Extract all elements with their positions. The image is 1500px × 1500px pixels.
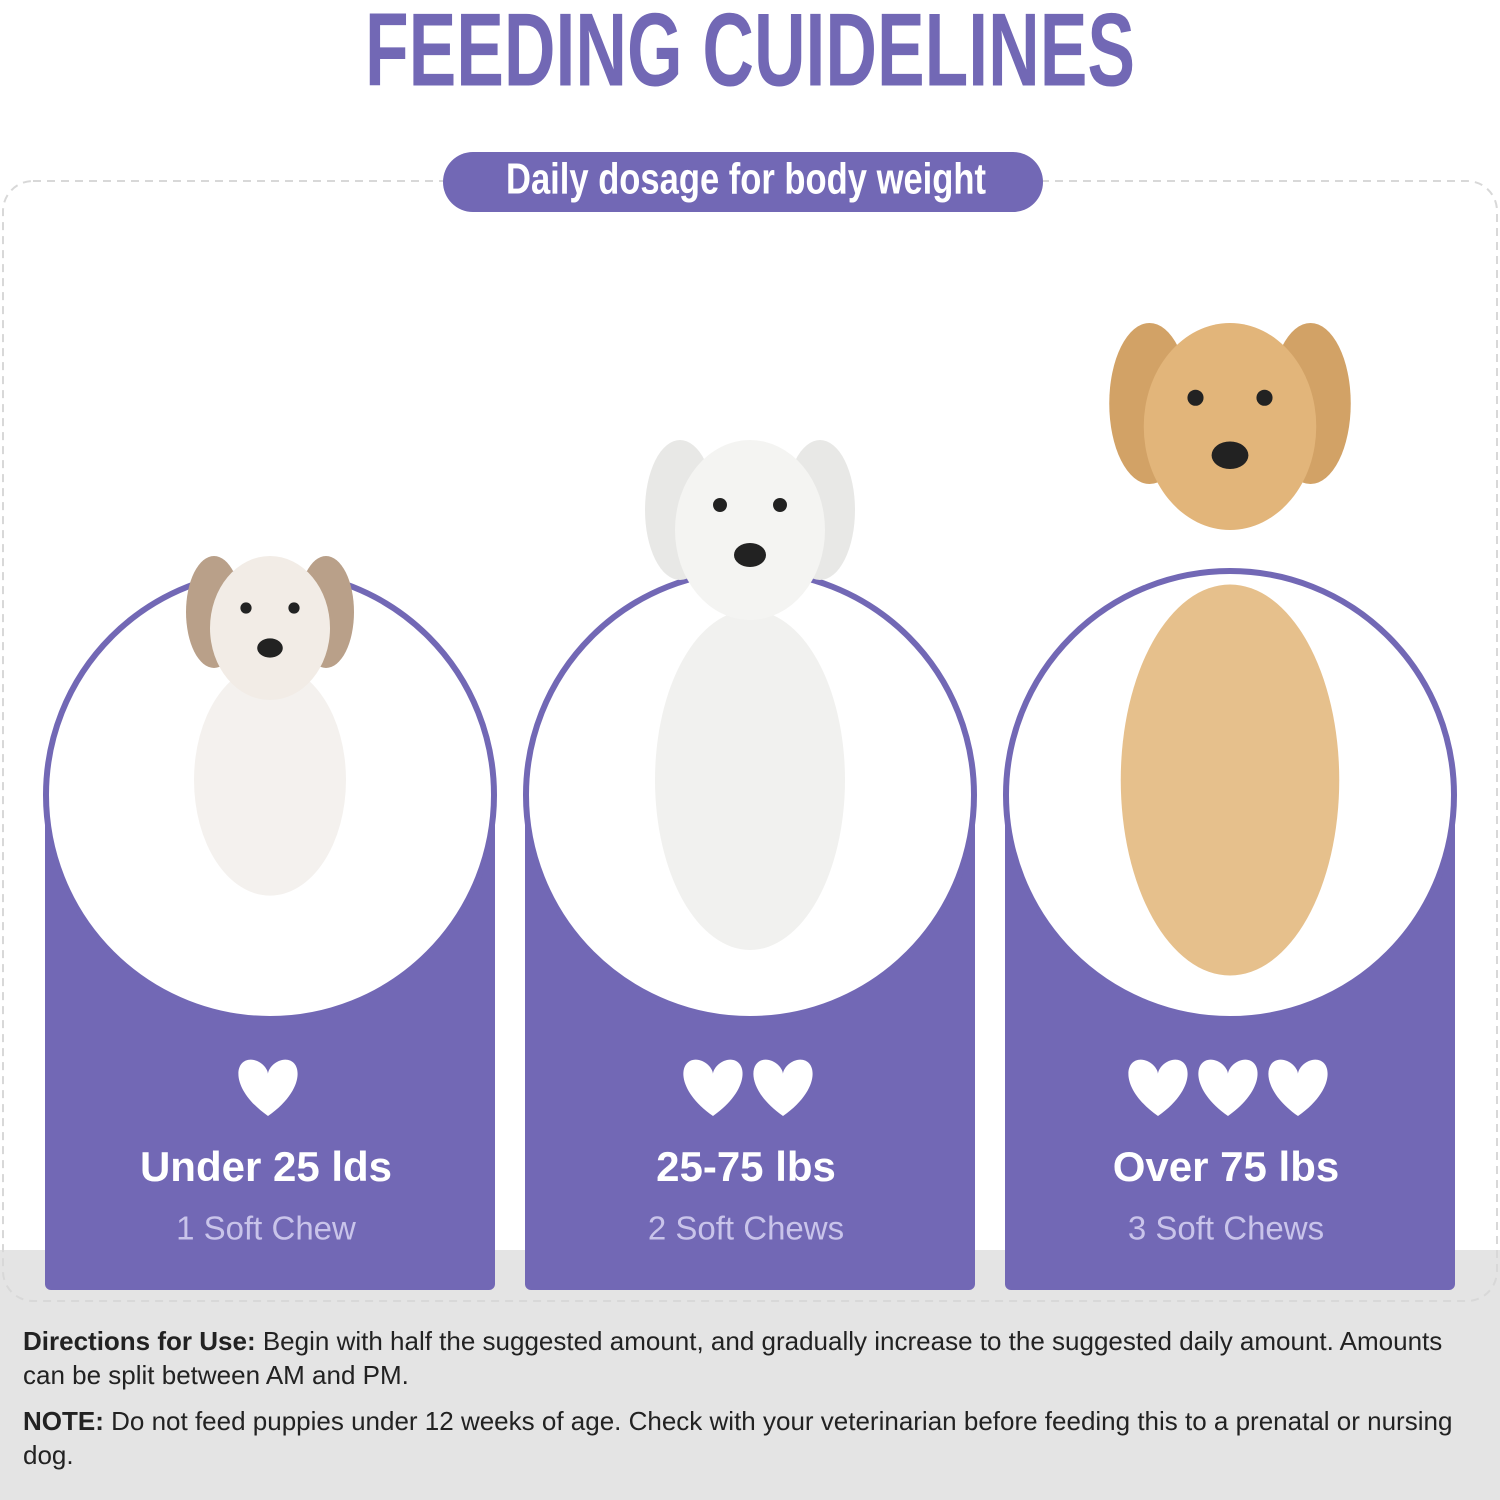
directions-label: Directions for Use: (23, 1326, 256, 1356)
note-text: Do not feed puppies under 12 weeks of ag… (23, 1406, 1453, 1470)
heart (753, 1059, 813, 1116)
heart (1268, 1059, 1328, 1116)
dog-eye (713, 498, 727, 512)
dog-nose (734, 543, 766, 567)
dog-eye (288, 602, 300, 614)
subtitle: Daily dosage for body weight (506, 155, 986, 204)
cards: Under 25 lds 1 Soft Chew 25-75 lbs 2 Soft C… (43, 323, 1457, 1290)
weight: Under 25 lds (140, 1143, 392, 1190)
heart (1198, 1059, 1258, 1116)
title: FEEDING CUIDELINES (365, 0, 1135, 108)
heart (238, 1059, 298, 1116)
heart (683, 1059, 743, 1116)
dosage: 3 Soft Chews (1128, 1210, 1324, 1247)
dog-head (1143, 323, 1317, 530)
note: NOTE: Do not feed puppies under 12 weeks… (23, 1404, 1483, 1472)
dog-nose (1211, 441, 1249, 470)
dog-nose (257, 638, 283, 658)
weight: Over 75 lbs (1113, 1143, 1339, 1190)
heart (1128, 1059, 1188, 1116)
dog-body (194, 664, 346, 896)
note-label: NOTE: (23, 1406, 104, 1436)
dog-body (1120, 584, 1340, 976)
dog-head (210, 556, 330, 700)
directions-text: Begin with half the suggested amount, an… (23, 1326, 1443, 1390)
directions: Directions for Use: Begin with half the … (23, 1324, 1483, 1392)
dog-eye (1187, 389, 1204, 406)
dosage: 2 Soft Chews (648, 1210, 844, 1247)
dog-eye (1256, 389, 1273, 406)
weight: 25-75 lbs (656, 1143, 836, 1190)
dosage: 1 Soft Chew (176, 1210, 356, 1247)
subtitle-pill (443, 152, 1043, 212)
dog-head (675, 440, 825, 620)
footer-bg (0, 1250, 1500, 1500)
dog-eye (240, 602, 252, 614)
dog-eye (773, 498, 787, 512)
dog-body (655, 610, 845, 950)
